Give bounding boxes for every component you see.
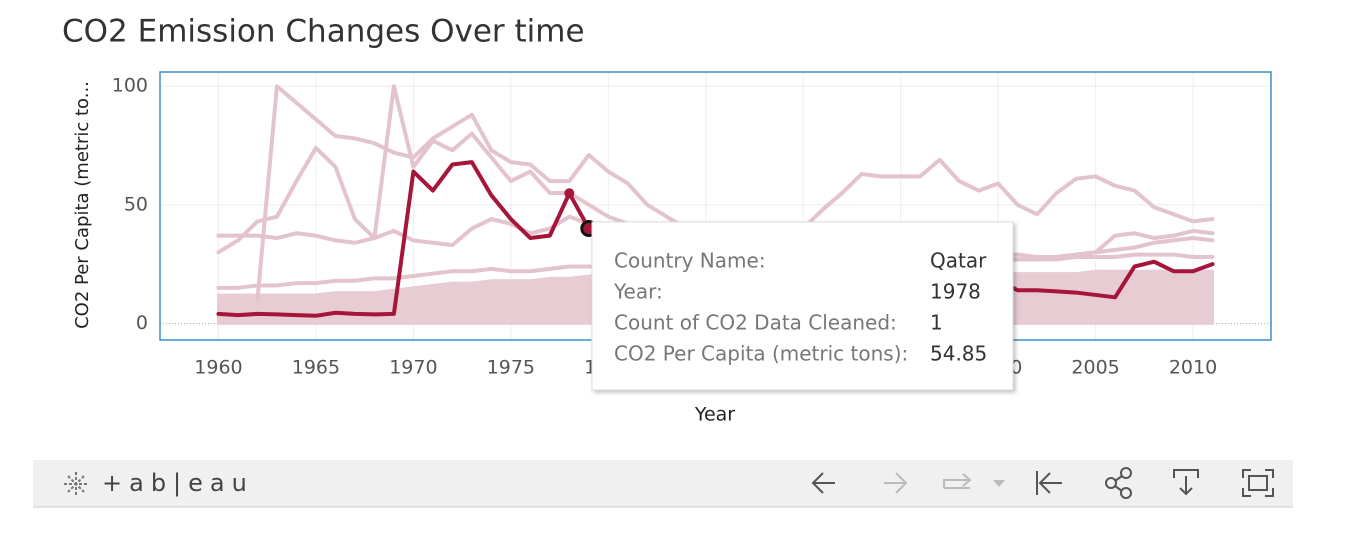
y-tick-label: 50 <box>124 193 148 215</box>
undo-button[interactable] <box>811 472 835 494</box>
tooltip-value: 54.85 <box>930 342 987 366</box>
tooltip-value: Qatar <box>930 249 987 273</box>
tooltip-label: Year: <box>613 280 663 304</box>
x-tick-label: 1960 <box>194 357 242 379</box>
revert-menu[interactable] <box>993 480 1005 487</box>
tooltip-value: 1 <box>930 311 943 335</box>
download-button[interactable] <box>1173 469 1199 496</box>
share-button[interactable] <box>1105 467 1132 499</box>
toolbar <box>33 460 1293 507</box>
x-tick-label: 2010 <box>1169 357 1217 379</box>
tableau-logo[interactable]: +ab|eau <box>64 469 254 497</box>
x-tick-label: 1965 <box>292 357 340 379</box>
tooltip: Country Name: Qatar Year: 1978 Count of CO2 … <box>591 221 1014 391</box>
y-axis-label: CO2 Per Capita (metric to... <box>72 81 93 329</box>
chart-title: CO2 Emission Changes Over time <box>62 14 585 50</box>
redo-button[interactable] <box>884 472 908 494</box>
y-tick-label: 0 <box>136 312 148 334</box>
tooltip-label: CO2 Per Capita (metric tons): <box>614 342 908 366</box>
tooltip-label: Count of CO2 Data Cleaned: <box>614 311 897 335</box>
y-tick-label: 100 <box>112 75 148 97</box>
tooltip-box <box>591 221 1014 391</box>
logo-mark <box>64 472 88 496</box>
x-tick-label: 1975 <box>487 357 535 379</box>
reset-button[interactable] <box>1036 471 1062 495</box>
x-axis-label: Year <box>694 404 735 426</box>
revert-button[interactable] <box>943 473 972 489</box>
x-tick-label: 2005 <box>1071 357 1119 379</box>
point <box>564 188 575 199</box>
tooltip-value: 1978 <box>930 280 981 304</box>
logo-text: +ab|eau <box>102 469 254 497</box>
x-tick-label: 1970 <box>389 357 437 379</box>
fullscreen-button[interactable] <box>1242 469 1274 497</box>
tooltip-label: Country Name: <box>614 249 766 273</box>
